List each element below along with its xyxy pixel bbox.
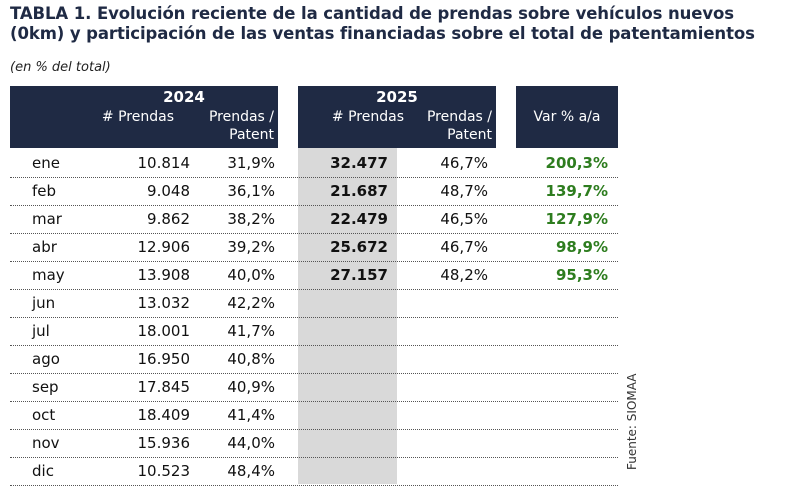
col-prendas-2025: # Prendas bbox=[331, 109, 404, 125]
prendas-patent-2024-cell: 31,9% bbox=[227, 154, 275, 172]
prendas-patent-2025-cell: 48,2% bbox=[440, 266, 488, 284]
var-cell: 139,7% bbox=[545, 182, 608, 200]
prendas-2024-cell: 10.523 bbox=[137, 462, 191, 480]
title-line-1: TABLA 1. Evolución reciente de la cantid… bbox=[10, 4, 734, 23]
prendas-2024-cell: 10.814 bbox=[137, 154, 191, 172]
prendas-patent-2024-cell: 40,8% bbox=[227, 350, 275, 368]
table-row: abr 12.906 39,2% 25.672 46,7% 98,9% bbox=[10, 234, 618, 262]
table-row: nov 15.936 44,0% bbox=[10, 430, 618, 458]
table-row: dic 10.523 48,4% bbox=[10, 458, 618, 486]
title-line-2: (0km) y participación de las ventas fina… bbox=[10, 24, 755, 43]
month-cell: ago bbox=[32, 350, 60, 368]
prendas-2024-cell: 9.862 bbox=[147, 210, 190, 228]
table-row: sep 17.845 40,9% bbox=[10, 374, 618, 402]
prendas-patent-2024-cell: 40,9% bbox=[227, 378, 275, 396]
var-cell: 127,9% bbox=[545, 210, 608, 228]
header-var: Var % a/a bbox=[516, 86, 618, 148]
prendas-patent-2024-cell: 41,4% bbox=[227, 406, 275, 424]
prendas-patent-2025-cell: 48,7% bbox=[440, 182, 488, 200]
month-cell: oct bbox=[32, 406, 56, 424]
prendas-patent-2024-cell: 40,0% bbox=[227, 266, 275, 284]
table-subtitle: (en % del total) bbox=[10, 60, 111, 75]
highlight-column-2025 bbox=[298, 148, 397, 484]
table-row: ago 16.950 40,8% bbox=[10, 346, 618, 374]
month-cell: sep bbox=[32, 378, 59, 396]
prendas-2024-cell: 15.936 bbox=[137, 434, 191, 452]
month-cell: may bbox=[32, 266, 65, 284]
table-row: feb 9.048 36,1% 21.687 48,7% 139,7% bbox=[10, 178, 618, 206]
month-cell: abr bbox=[32, 238, 57, 256]
prendas-2024-cell: 13.032 bbox=[137, 294, 191, 312]
header-2025: 2025 # Prendas Prendas / Patent bbox=[298, 86, 496, 148]
prendas-2025-cell: 25.672 bbox=[330, 238, 388, 256]
prendas-patent-2024-cell: 41,7% bbox=[227, 322, 275, 340]
table-row: jun 13.032 42,2% bbox=[10, 290, 618, 318]
prendas-2025-cell: 32.477 bbox=[330, 154, 388, 172]
prendas-patent-2024-cell: 39,2% bbox=[227, 238, 275, 256]
col-prendas-2024: # Prendas bbox=[101, 109, 174, 125]
prendas-2025-cell: 22.479 bbox=[330, 210, 388, 228]
var-cell: 95,3% bbox=[555, 266, 608, 284]
prendas-2024-cell: 17.845 bbox=[137, 378, 191, 396]
prendas-patent-2025-cell: 46,7% bbox=[440, 238, 488, 256]
month-cell: jul bbox=[32, 322, 50, 340]
month-cell: feb bbox=[32, 182, 57, 200]
prendas-patent-2025-cell: 46,7% bbox=[440, 154, 488, 172]
source-note: Fuente: SIOMAA bbox=[625, 373, 639, 471]
table-title: TABLA 1. Evolución reciente de la cantid… bbox=[10, 4, 790, 44]
prendas-patent-2024-cell: 48,4% bbox=[227, 462, 275, 480]
month-cell: ene bbox=[32, 154, 60, 172]
var-cell: 98,9% bbox=[555, 238, 608, 256]
prendas-patent-2024-cell: 44,0% bbox=[227, 434, 275, 452]
col-prendas-patent-2024: Prendas / Patent bbox=[208, 109, 274, 143]
prendas-2025-cell: 27.157 bbox=[330, 266, 388, 284]
table-row: ene 10.814 31,9% 32.477 46,7% 200,3% bbox=[10, 150, 618, 178]
table-row: jul 18.001 41,7% bbox=[10, 318, 618, 346]
header-2024: 2024 # Prendas Prendas / Patent bbox=[10, 86, 278, 148]
month-cell: nov bbox=[32, 434, 60, 452]
prendas-patent-2025-cell: 46,5% bbox=[440, 210, 488, 228]
prendas-2024-cell: 16.950 bbox=[137, 350, 191, 368]
prendas-2024-cell: 12.906 bbox=[137, 238, 191, 256]
var-cell: 200,3% bbox=[545, 154, 608, 172]
data-table: 2024 # Prendas Prendas / Patent 2025 # P… bbox=[10, 86, 630, 486]
month-cell: jun bbox=[32, 294, 56, 312]
prendas-2024-cell: 9.048 bbox=[147, 182, 190, 200]
prendas-patent-2024-cell: 38,2% bbox=[227, 210, 275, 228]
prendas-2024-cell: 13.908 bbox=[137, 266, 191, 284]
table-row: may 13.908 40,0% 27.157 48,2% 95,3% bbox=[10, 262, 618, 290]
col-var: Var % a/a bbox=[533, 109, 601, 125]
prendas-2025-cell: 21.687 bbox=[330, 182, 388, 200]
col-prendas-patent-2025: Prendas / Patent bbox=[426, 109, 492, 143]
table-row: oct 18.409 41,4% bbox=[10, 402, 618, 430]
month-cell: dic bbox=[32, 462, 54, 480]
year-2024-label: 2024 bbox=[163, 88, 205, 106]
prendas-2024-cell: 18.409 bbox=[137, 406, 191, 424]
month-cell: mar bbox=[32, 210, 62, 228]
year-2025-label: 2025 bbox=[376, 88, 418, 106]
prendas-patent-2024-cell: 36,1% bbox=[227, 182, 275, 200]
prendas-patent-2024-cell: 42,2% bbox=[227, 294, 275, 312]
table-row: mar 9.862 38,2% 22.479 46,5% 127,9% bbox=[10, 206, 618, 234]
prendas-2024-cell: 18.001 bbox=[137, 322, 191, 340]
